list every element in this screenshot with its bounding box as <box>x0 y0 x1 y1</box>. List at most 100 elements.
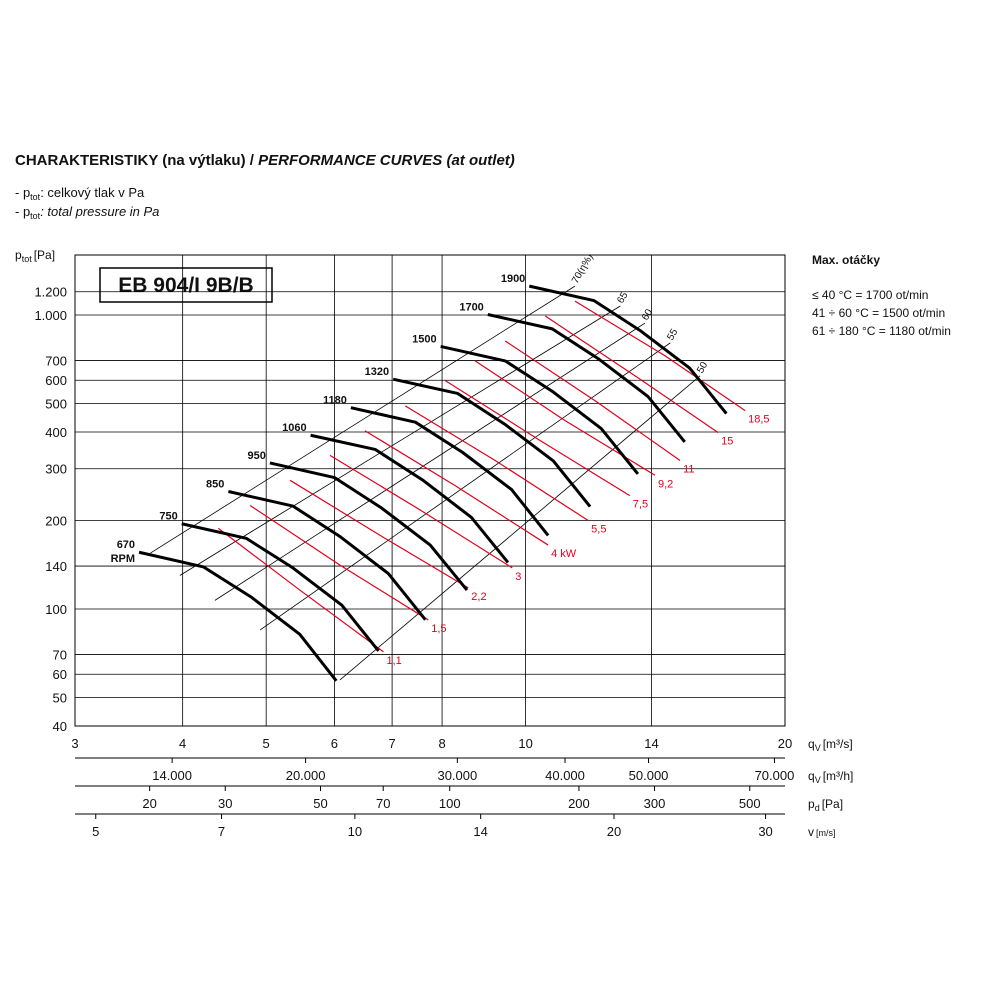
x2-tick-label: 10 <box>348 824 362 839</box>
power-label: 9,2 <box>658 478 673 490</box>
note-text: : total pressure in Pa <box>40 204 159 219</box>
x-tick-label: 6 <box>331 736 338 751</box>
title-en: PERFORMANCE CURVES (at outlet) <box>258 152 515 169</box>
x2-tick-label: 100 <box>439 796 461 811</box>
power-label: 11 <box>683 463 694 475</box>
note-sub: tot <box>30 211 41 221</box>
efficiency-label: 65 <box>615 290 630 306</box>
label-unit: [m³/h] <box>823 769 854 783</box>
speed-label: 850 <box>206 479 224 491</box>
x2-tick-label: 20.000 <box>286 768 326 783</box>
label-sub: d <box>815 803 820 813</box>
power-curve <box>289 479 469 589</box>
power-curve <box>217 527 384 653</box>
x2-tick-label: 14 <box>473 824 487 839</box>
y-tick-label: 1.200 <box>34 285 67 300</box>
power-label: 4 kW <box>551 548 577 560</box>
y-tick-label: 100 <box>45 602 67 617</box>
power-label: 18,5 <box>748 414 769 426</box>
speed-label: 950 <box>248 450 266 462</box>
speed-curve <box>350 406 550 537</box>
power-curve <box>504 340 681 461</box>
power-curve <box>544 315 719 434</box>
efficiency-line <box>339 375 701 681</box>
x2-tick-label: 20 <box>142 796 156 811</box>
power-curve <box>445 380 631 497</box>
power-label: 15 <box>721 436 733 448</box>
note-sub: tot <box>30 192 41 202</box>
speed-label: 1320 <box>365 366 389 378</box>
speed-curve <box>181 522 380 652</box>
power-curve <box>404 405 589 522</box>
y-tick-label: 60 <box>53 667 67 682</box>
x-tick-label: 8 <box>438 736 445 751</box>
axis-label: qV [m³/h] <box>808 769 853 785</box>
side-line: 61 ÷ 180 °C = 1180 ot/min <box>812 324 951 338</box>
label-sub: V <box>815 775 821 785</box>
rpm-unit: RPM <box>111 553 135 565</box>
power-label: 7,5 <box>633 499 648 511</box>
speed-curve <box>228 490 427 621</box>
power-label: 3 <box>515 571 521 583</box>
efficiency-label: 70(η%) <box>570 252 596 285</box>
x2-tick-label: 200 <box>568 796 590 811</box>
x2-tick-label: 30.000 <box>437 768 477 783</box>
speed-curve <box>310 433 510 564</box>
power-curve <box>329 454 513 569</box>
label-unit: [Pa] <box>34 248 55 262</box>
model-box <box>99 267 273 303</box>
x2-tick-label: 70.000 <box>755 768 795 783</box>
label-main: q <box>808 769 815 783</box>
y-tick-label: 200 <box>45 514 67 529</box>
power-label: 5,5 <box>591 524 606 536</box>
y-tick-label: 600 <box>45 373 67 388</box>
power-label: 2,2 <box>471 591 486 603</box>
x2-tick-label: 14.000 <box>152 768 192 783</box>
x-tick-label: 7 <box>388 736 395 751</box>
y-tick-label: 70 <box>53 648 67 663</box>
chart-title: CHARAKTERISTIKY (na výtlaku) / PERFORMAN… <box>15 152 515 169</box>
label-sub: tot <box>22 254 33 264</box>
efficiency-line <box>150 285 576 554</box>
x-tick-label: 20 <box>778 736 792 751</box>
axis-label: pd [Pa] <box>808 797 843 813</box>
speed-curve <box>440 344 640 475</box>
x2-tick-label: 50 <box>313 796 327 811</box>
side-line: 41 ÷ 60 °C = 1500 ot/min <box>812 306 945 320</box>
x2-tick-label: 40.000 <box>545 768 585 783</box>
plot-frame <box>74 254 786 727</box>
label-main: v <box>808 825 814 839</box>
speed-curve <box>487 313 686 443</box>
x2-tick-label: 300 <box>644 796 666 811</box>
label-unit: [m³/s] <box>823 737 853 751</box>
x2-tick-label: 50.000 <box>629 768 669 783</box>
y-tick-label: 400 <box>45 425 67 440</box>
power-curve <box>574 300 746 412</box>
label-unit: [Pa] <box>822 797 843 811</box>
title-cz: CHARAKTERISTIKY (na výtlaku) / <box>15 152 255 169</box>
side-line: ≤ 40 °C = 1700 ot/min <box>812 288 928 302</box>
axis-label: v [m/s] <box>808 825 836 839</box>
x2-tick-label: 70 <box>376 796 390 811</box>
x-tick-label: 3 <box>71 736 78 751</box>
model-name: EB 904/I 9B/B <box>118 274 253 297</box>
note-text: : celkový tlak v Pa <box>40 185 145 200</box>
speed-curve <box>269 461 469 592</box>
note-prefix: - p <box>15 204 30 219</box>
y-tick-label: 300 <box>45 462 67 477</box>
label-unit: [m/s] <box>816 828 836 838</box>
x2-tick-label: 20 <box>607 824 621 839</box>
efficiency-line <box>179 305 621 576</box>
x-tick-label: 10 <box>518 736 532 751</box>
x2-tick-label: 7 <box>218 824 225 839</box>
x-tick-label: 4 <box>179 736 186 751</box>
y-tick-label: 140 <box>45 559 67 574</box>
x-tick-label: 14 <box>644 736 658 751</box>
note: - ptot: celkový tlak v Pa <box>15 185 145 202</box>
efficiency-line <box>214 322 646 601</box>
speed-label: 670 <box>117 539 135 551</box>
x2-tick-label: 5 <box>92 824 99 839</box>
y-tick-label: 50 <box>53 691 67 706</box>
speed-label: 1900 <box>501 273 525 285</box>
speed-curve <box>528 284 728 415</box>
